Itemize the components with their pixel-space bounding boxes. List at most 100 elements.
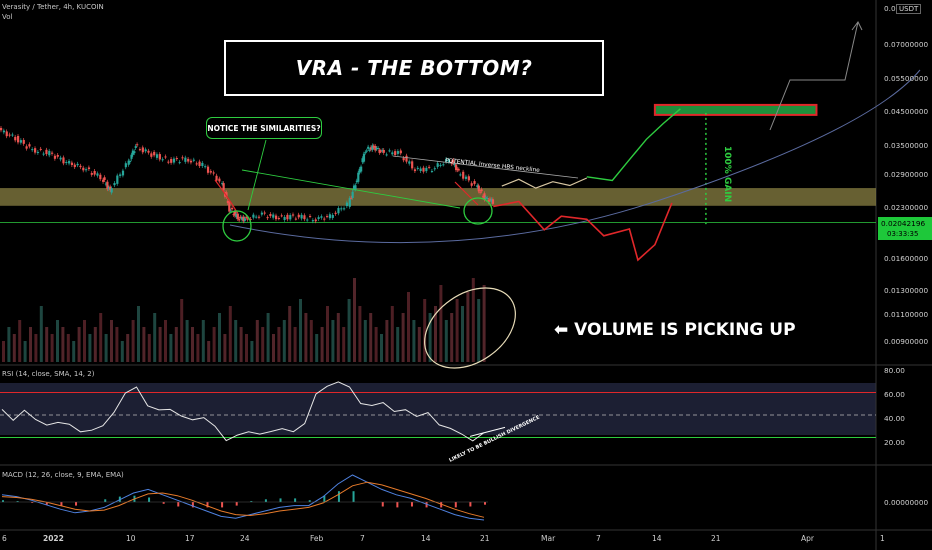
gain-label: 100% GAIN <box>722 146 732 202</box>
candle-body <box>215 175 218 181</box>
volume-bar <box>126 334 130 362</box>
candle-body <box>303 215 306 220</box>
notice-callout: NOTICE THE SIMILARITIES? <box>206 117 322 139</box>
macd-histogram-bar <box>45 502 48 505</box>
candle-body <box>68 160 71 164</box>
arrow-up-icon <box>851 21 863 31</box>
candle-body <box>141 147 144 153</box>
candle-body <box>0 127 3 131</box>
price-tick-label: 0.02300000 <box>884 203 928 212</box>
candle-body <box>167 161 170 163</box>
candle-body <box>277 218 281 220</box>
candle-body <box>430 170 434 172</box>
macd-line <box>1 474 485 521</box>
candle-body <box>467 176 470 181</box>
candle-body <box>192 159 195 161</box>
volume-bar <box>369 313 373 362</box>
price-tick-label: 0.0 <box>884 4 896 13</box>
candle-body <box>487 200 490 203</box>
candle-body <box>218 178 221 182</box>
macd-histogram-bar <box>294 498 297 502</box>
volume-bar <box>390 306 394 362</box>
candle-body <box>73 164 76 168</box>
candle-body <box>161 159 164 161</box>
candle-body <box>358 168 361 173</box>
candle-body <box>106 181 109 190</box>
candle-body <box>348 198 351 207</box>
macd-panel <box>0 474 488 521</box>
candle-body <box>252 214 255 218</box>
macd-tick-label: 0.00000000 <box>884 498 928 507</box>
volume-bar <box>201 320 205 362</box>
candle-body <box>96 173 99 176</box>
candle-body <box>436 163 439 167</box>
similarity-ellipse-left <box>222 210 252 242</box>
volume-bar <box>396 327 400 362</box>
volume-bar <box>450 313 454 362</box>
candle-body <box>419 168 422 172</box>
candle-body <box>375 148 378 150</box>
rsi-line <box>1 381 485 442</box>
candle-body <box>19 140 23 143</box>
volume-bar <box>83 320 86 362</box>
candle-body <box>206 166 210 173</box>
volume-bar <box>315 334 319 362</box>
volume-bar <box>288 306 292 362</box>
candle-body <box>104 183 108 185</box>
candle-body <box>128 160 132 162</box>
candle-body <box>351 191 354 198</box>
candle-body <box>121 170 125 176</box>
volume-bar <box>72 341 76 362</box>
candle-body <box>212 172 215 174</box>
macd-histogram-bar <box>16 501 19 502</box>
macd-histogram-bar <box>235 502 238 506</box>
candle-body <box>153 151 156 156</box>
candle-body <box>439 164 442 166</box>
candle-body <box>445 158 448 162</box>
volume-bar <box>169 334 173 362</box>
candle-body <box>136 144 139 146</box>
candle-body <box>266 217 269 219</box>
left-arrow-icon: ⬅ <box>554 320 569 340</box>
macd-histogram-bar <box>396 502 399 508</box>
macd-histogram-bar <box>75 502 78 506</box>
notice-text: NOTICE THE SIMILARITIES? <box>207 123 321 133</box>
candle-body <box>413 169 417 172</box>
volume-bar <box>471 278 475 362</box>
projection-red <box>493 200 673 262</box>
volume-bar <box>477 299 481 362</box>
price-tick-label: 0.04500000 <box>884 107 928 116</box>
volume-bar <box>50 334 54 362</box>
volume-bar <box>320 327 324 362</box>
candle-body <box>476 185 479 188</box>
candle-body <box>79 165 82 168</box>
candle-body <box>486 198 489 200</box>
time-tick-label: Mar <box>541 534 556 543</box>
macd-histogram-bar <box>469 502 472 507</box>
time-tick-label: Apr <box>801 534 815 543</box>
candle-body <box>447 159 451 163</box>
candle-body <box>455 164 458 171</box>
candle-body <box>172 158 176 163</box>
candle-body <box>124 163 127 168</box>
candle-body <box>201 162 204 167</box>
price-tick-label: 0.01100000 <box>884 310 928 319</box>
candle-body <box>42 153 45 155</box>
candle-body <box>408 161 411 164</box>
volume-bar <box>428 313 432 362</box>
volume-bar <box>212 327 216 362</box>
currency-badge[interactable]: USDT <box>896 4 922 14</box>
candle-body <box>391 152 394 155</box>
candle-body <box>260 212 264 215</box>
volume-bar <box>45 327 49 362</box>
candle-body <box>65 162 68 164</box>
macd-signal-line <box>1 481 485 518</box>
neckline <box>392 155 579 179</box>
volume-bar <box>444 320 448 362</box>
candle-body <box>484 197 487 199</box>
time-tick-label: Feb <box>310 534 324 543</box>
candle-body <box>187 158 190 162</box>
candle-body <box>127 160 130 165</box>
volume-bar <box>245 334 248 362</box>
candle-body <box>286 214 289 220</box>
